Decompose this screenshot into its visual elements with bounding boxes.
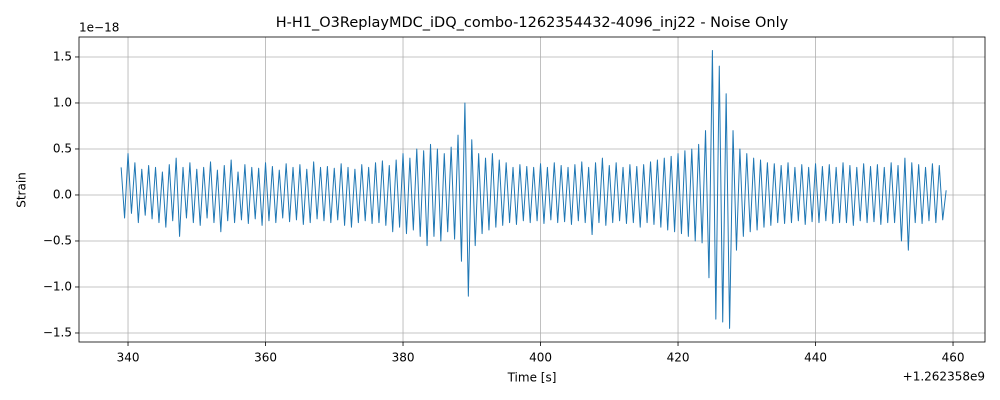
x-tick-label: 380 xyxy=(392,351,415,365)
chart-title: H-H1_O3ReplayMDC_iDQ_combo-1262354432-40… xyxy=(276,15,789,31)
y-axis-label: Strain xyxy=(15,172,29,208)
y-offset-label: 1e−18 xyxy=(79,21,119,35)
x-axis-label: Time [s] xyxy=(507,371,557,385)
plot-frame xyxy=(78,36,986,343)
y-tick-label: −1.0 xyxy=(43,279,72,293)
data-line xyxy=(120,50,947,329)
x-tick-label: 360 xyxy=(254,351,277,365)
x-tick-label: 440 xyxy=(804,351,827,365)
y-tick-label: −0.5 xyxy=(43,233,72,247)
x-tick-label: 400 xyxy=(529,351,552,365)
y-tick-label: 1.5 xyxy=(53,49,72,63)
y-tick-label: 0.0 xyxy=(53,187,72,201)
x-offset-label: +1.262358e9 xyxy=(903,370,985,384)
y-tick-label: 1.0 xyxy=(53,95,72,109)
x-tick-label: 420 xyxy=(667,351,690,365)
x-tick-label: 340 xyxy=(117,351,140,365)
x-tick-label: 460 xyxy=(942,351,965,365)
y-tick-label: 0.5 xyxy=(53,141,72,155)
y-tick-label: −1.5 xyxy=(43,325,72,339)
